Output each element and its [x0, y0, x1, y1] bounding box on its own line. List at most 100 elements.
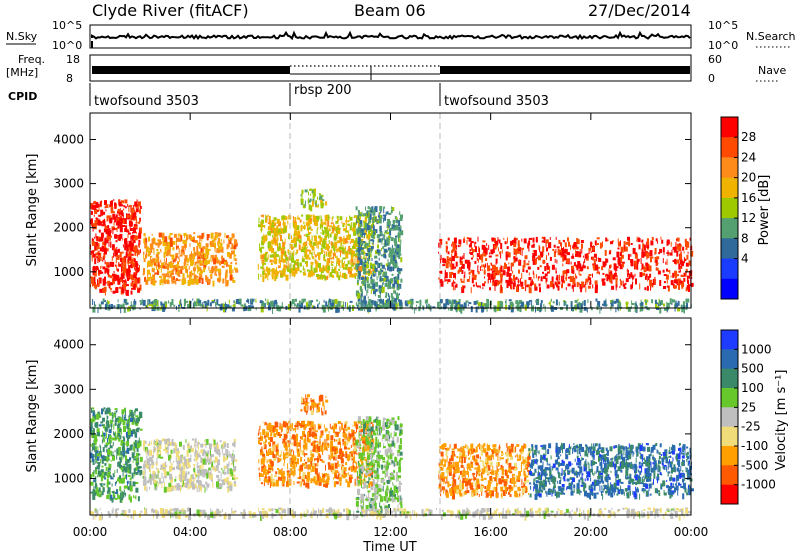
heatmap-cell [111, 244, 115, 251]
heatmap-cell [341, 258, 343, 265]
heatmap-cell [339, 271, 341, 277]
heatmap-cell [359, 223, 363, 227]
heatmap-cell [545, 277, 548, 282]
heatmap-cell [172, 460, 174, 463]
heatmap-cell [119, 220, 123, 227]
heatmap-cell [104, 206, 106, 209]
heatmap-cell [513, 256, 516, 260]
heatmap-cell [101, 491, 104, 496]
heatmap-cell [154, 470, 156, 474]
heatmap-cell [143, 462, 145, 469]
heatmap-cell [106, 490, 110, 494]
heatmap-cell [384, 234, 386, 241]
heatmap-cell [110, 426, 112, 432]
heatmap-cell [504, 264, 507, 269]
heatmap-cell [594, 240, 597, 246]
heatmap-cell [446, 302, 448, 308]
heatmap-cell [596, 271, 600, 274]
heatmap-cell [228, 461, 230, 467]
heatmap-cell [617, 238, 619, 243]
heatmap-cell [325, 301, 328, 307]
heatmap-cell [348, 230, 350, 237]
heatmap-cell [197, 263, 199, 270]
heatmap-cell [681, 307, 684, 313]
heatmap-cell [445, 279, 448, 282]
heatmap-cell [608, 251, 611, 255]
heatmap-cell [366, 261, 369, 264]
heatmap-cell [116, 254, 120, 260]
heatmap-cell [234, 258, 237, 262]
heatmap-cell [628, 269, 629, 273]
heatmap-cell [663, 274, 667, 276]
heatmap-cell [333, 245, 336, 251]
heatmap-cell [90, 443, 92, 447]
heatmap-cell [304, 203, 306, 207]
heatmap-cell [345, 252, 349, 259]
heatmap-cell [437, 301, 441, 308]
heatmap-cell [366, 210, 369, 217]
heatmap-cell [105, 229, 109, 235]
heatmap-cell [356, 216, 358, 221]
heatmap-cell [320, 223, 324, 228]
heatmap-cell [91, 250, 94, 254]
heatmap-cell [448, 307, 450, 311]
heatmap-cell [260, 306, 264, 313]
heatmap-cell [93, 282, 96, 287]
heatmap-cell [137, 457, 139, 463]
heatmap-cell [113, 247, 116, 252]
heatmap-cell [99, 259, 100, 263]
heatmap-cell [364, 264, 367, 268]
heatmap-cell [293, 250, 295, 257]
heatmap-cell [186, 263, 189, 266]
heatmap-cell [94, 244, 97, 251]
heatmap-cell [116, 448, 119, 455]
heatmap-cell [172, 276, 175, 281]
heatmap-cell [120, 277, 123, 282]
heatmap-cell [683, 272, 687, 277]
heatmap-cell [137, 263, 138, 267]
heatmap-cell [207, 450, 210, 455]
heatmap-cell [627, 306, 631, 312]
heatmap-cell [461, 266, 462, 271]
heatmap-cell [238, 302, 241, 305]
heatmap-cell [225, 301, 226, 304]
heatmap-cell [283, 226, 287, 233]
heatmap-cell [183, 475, 187, 481]
heatmap-cell [505, 279, 509, 283]
heatmap-cell [521, 273, 523, 279]
heatmap-cell [123, 298, 126, 303]
heatmap-cell [93, 438, 97, 445]
heatmap-cell [164, 280, 167, 285]
heatmap-cell [537, 266, 540, 270]
heatmap-cell [233, 466, 237, 471]
heatmap-cell [173, 485, 175, 489]
heatmap-cell [144, 485, 147, 491]
heatmap-cell [120, 439, 124, 446]
heatmap-cell [299, 219, 302, 223]
heatmap-cell [123, 463, 126, 466]
heatmap-cell [230, 270, 233, 276]
heatmap-cell [108, 429, 112, 434]
heatmap-cell [135, 250, 139, 253]
heatmap-cell [520, 250, 521, 255]
heatmap-cell [157, 482, 159, 487]
heatmap-cell [643, 269, 647, 273]
heatmap-cell [524, 255, 528, 260]
heatmap-cell [398, 228, 401, 232]
heatmap-cell [677, 307, 681, 312]
heatmap-cell [108, 463, 112, 468]
heatmap-cell [199, 472, 201, 475]
heatmap-cell [335, 246, 337, 252]
heatmap-cell [90, 218, 93, 225]
heatmap-cell [193, 468, 196, 473]
heatmap-cell [356, 280, 359, 285]
heatmap-cell [632, 282, 633, 289]
heatmap-cell [209, 258, 211, 262]
heatmap-cell [139, 230, 141, 235]
heatmap-cell [161, 304, 163, 309]
heatmap-cell [112, 228, 114, 235]
heatmap-cell [137, 417, 140, 422]
heatmap-cell [135, 457, 139, 462]
heatmap-cell [447, 251, 450, 255]
heatmap-cell [226, 477, 229, 481]
